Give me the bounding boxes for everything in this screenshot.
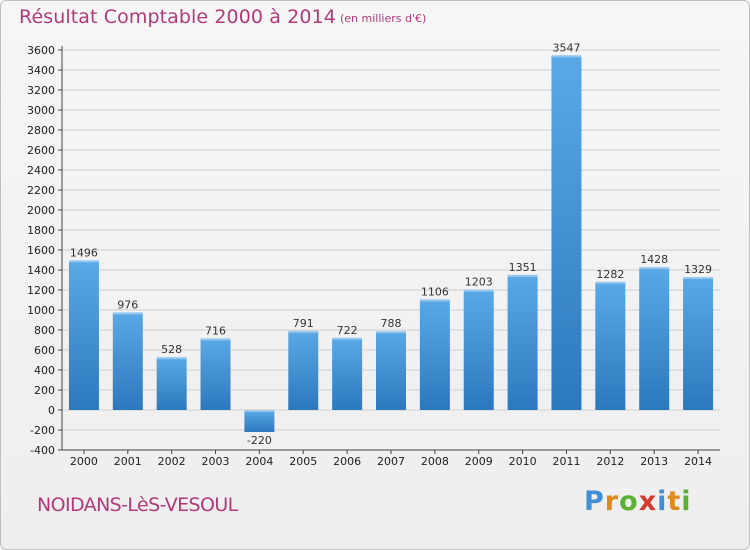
value-label: 976 (117, 298, 138, 311)
logo-letter: o (619, 486, 639, 517)
x-tick-label: 2012 (596, 455, 624, 468)
value-label: 1351 (509, 261, 537, 274)
value-label: 1282 (596, 268, 624, 281)
bar-2011 (551, 55, 582, 411)
value-labels: 1496 976 528 716 -220 791 722 788 1106 1203 1351 35… (70, 41, 712, 447)
bars (68, 55, 714, 432)
y-tick-label: 3200 (27, 84, 55, 97)
bar-highlight (376, 331, 406, 334)
y-tick-label: 3000 (27, 104, 55, 117)
bar-highlight (112, 312, 143, 315)
y-tick-label: 1000 (27, 304, 55, 317)
bar-2007 (376, 331, 406, 410)
bar-2005 (288, 330, 319, 410)
value-label: 1203 (465, 276, 493, 289)
x-tick-label: 2003 (202, 455, 230, 468)
logo-letter: r (604, 486, 620, 517)
y-tick-label: -400 (30, 444, 55, 457)
value-label: 1106 (421, 285, 449, 298)
logo-letter: P (584, 486, 605, 517)
x-tick-label: 2007 (377, 455, 405, 468)
y-tick-label: 600 (34, 344, 55, 357)
commune-name: NOIDANS-LèS-VESOUL (37, 494, 238, 516)
y-tick-label: 1800 (27, 224, 55, 237)
y-tick-label: 200 (34, 384, 55, 397)
y-tick-label: 2000 (27, 204, 55, 217)
value-label: 1428 (640, 253, 668, 266)
bar-2012 (595, 281, 626, 410)
bar-2003 (200, 338, 231, 410)
y-tick-label: 3600 (27, 44, 55, 57)
y-tick-label: 1400 (27, 264, 55, 277)
y-tick-label: 1200 (27, 284, 55, 297)
value-label: -220 (247, 434, 272, 447)
bar-highlight (463, 289, 494, 292)
y-tick-label: 400 (34, 364, 55, 377)
chart-subtitle: (en milliers d'€) (340, 12, 427, 25)
x-tick-label: 2005 (289, 455, 317, 468)
bar-highlight (639, 267, 670, 270)
y-tick-label: 2600 (27, 144, 55, 157)
logo-letter: i (681, 486, 692, 517)
x-tick-label: 2009 (465, 455, 493, 468)
bar-2001 (112, 312, 143, 410)
x-tick-label: 2002 (158, 455, 186, 468)
bar-highlight (419, 299, 450, 302)
x-tick-label: 2004 (245, 455, 273, 468)
chart-title: Résultat Comptable 2000 à 2014 (19, 6, 336, 28)
x-tick-label: 2008 (421, 455, 449, 468)
bar-2002 (156, 357, 187, 410)
value-label: 791 (293, 317, 314, 330)
y-tick-label: 2400 (27, 164, 55, 177)
y-tick-label: 3400 (27, 64, 55, 77)
value-label: 716 (205, 324, 226, 337)
bar-highlight (68, 260, 99, 263)
bar-2009 (463, 289, 494, 410)
bar-2000 (68, 260, 99, 410)
bar-highlight (507, 274, 538, 277)
bar-highlight (332, 337, 363, 340)
value-label: 528 (161, 343, 182, 356)
y-tick-label: 800 (34, 324, 55, 337)
logo-letter: t (667, 486, 682, 517)
value-label: 722 (337, 324, 358, 337)
x-tick-label: 2011 (552, 455, 580, 468)
y-tick-label: 1600 (27, 244, 55, 257)
bar-2008 (419, 299, 450, 410)
y-tick-label: -200 (30, 424, 55, 437)
bar-2013 (639, 267, 670, 410)
bar-highlight (156, 357, 187, 360)
bar-highlight (551, 55, 582, 58)
value-label: 3547 (552, 41, 580, 54)
bar-2004 (244, 410, 275, 432)
bar-highlight (683, 277, 714, 280)
value-label: 1496 (70, 246, 98, 259)
x-tick-label: 2010 (509, 455, 537, 468)
y-tick-label: 2200 (27, 184, 55, 197)
bar-2014 (683, 277, 714, 410)
y-tick-label: 0 (48, 404, 55, 417)
bar-highlight (288, 330, 319, 333)
bar-2010 (507, 274, 538, 410)
x-tick-label: 2000 (70, 455, 98, 468)
x-tick-label: 2013 (640, 455, 668, 468)
x-tick-label: 2014 (684, 455, 712, 468)
proxiti-logo: Proxiti (584, 486, 692, 517)
y-tick-label: 2800 (27, 124, 55, 137)
logo-letter: i (657, 486, 668, 517)
logo-letter: x (638, 486, 658, 517)
x-tick-label: 2001 (114, 455, 142, 468)
value-label: 788 (381, 317, 402, 330)
x-tick-label: 2006 (333, 455, 361, 468)
bar-highlight (200, 338, 231, 341)
bar-2006 (332, 337, 363, 410)
bar-highlight (244, 410, 275, 412)
bar-highlight (595, 281, 626, 284)
axes: -400 -200 0 200 400 600 800 1000 1200 1400 1600 180… (27, 44, 720, 468)
value-label: 1329 (684, 263, 712, 276)
